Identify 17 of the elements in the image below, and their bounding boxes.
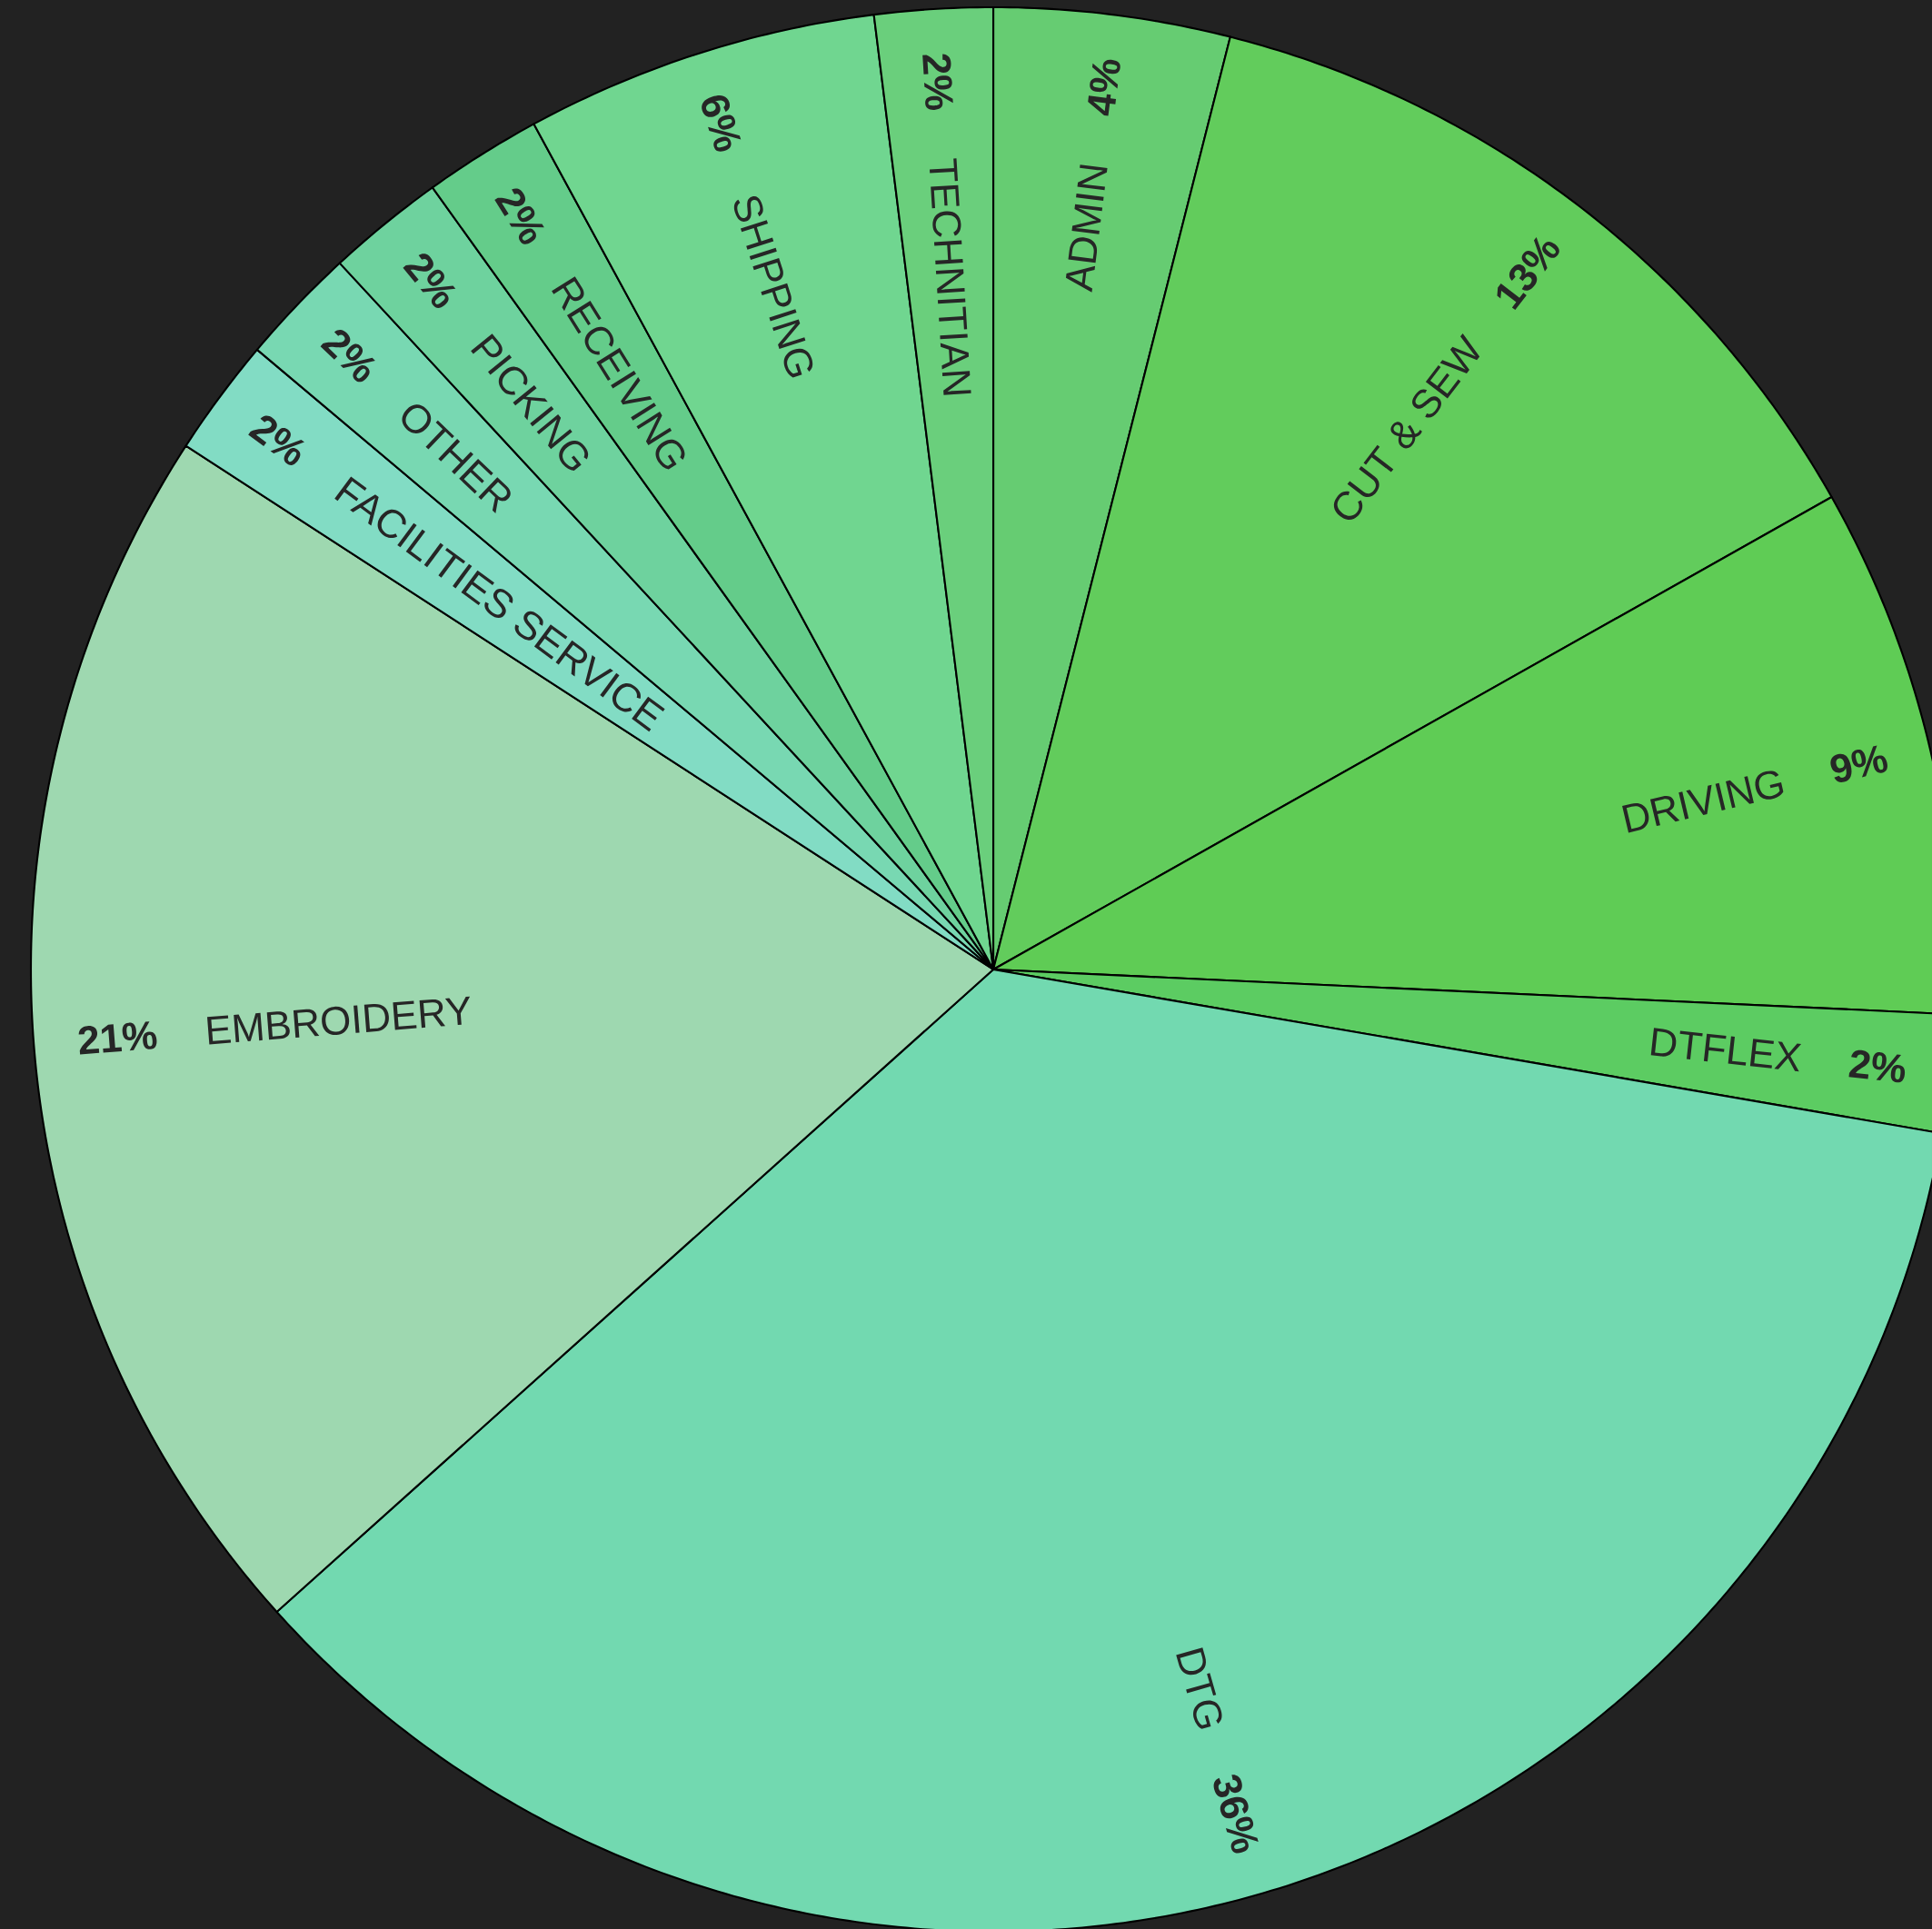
data-label: 9% (1830, 745, 1887, 782)
slice-label: DTG (1176, 1647, 1222, 1729)
data-label: 6% (702, 95, 742, 152)
data-label: 2% (403, 254, 456, 308)
data-label: 21% (78, 1021, 157, 1055)
data-label: 2% (1848, 1049, 1906, 1083)
data-label: 2% (494, 188, 544, 244)
slice-label: DTFLEX (1650, 1028, 1802, 1072)
data-label: 2% (922, 54, 953, 110)
data-label: 2% (320, 329, 375, 383)
data-label: 4% (1088, 59, 1120, 116)
data-label: 36% (1213, 1775, 1259, 1854)
slice-label: TECHNITIAN (930, 158, 971, 395)
slice-label: DRIVING (1622, 771, 1784, 833)
slice-label: EMBROIDERY (207, 996, 471, 1045)
slice-label: ADMIN (1065, 164, 1108, 293)
data-label: 2% (248, 415, 304, 465)
